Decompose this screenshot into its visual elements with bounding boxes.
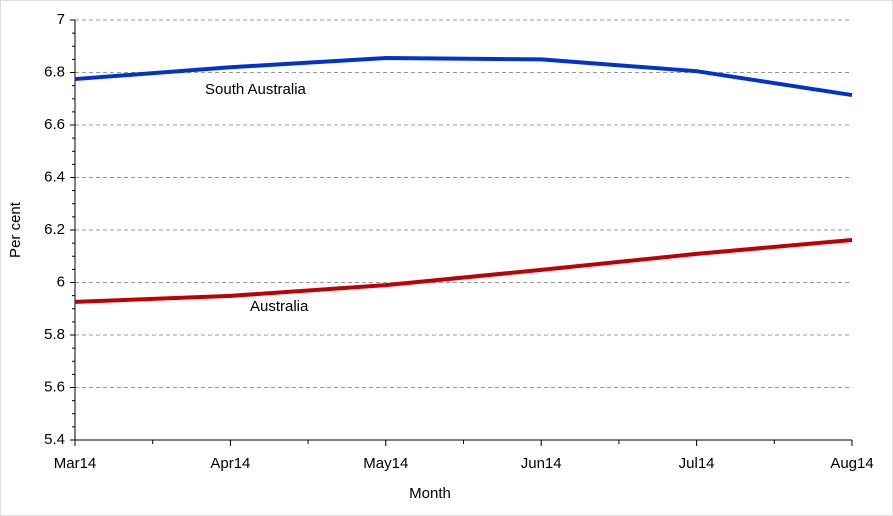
y-tick-label: 7 bbox=[57, 11, 65, 28]
series-line bbox=[74, 237, 853, 304]
y-tick-label: 6.6 bbox=[44, 116, 65, 133]
y-tick-label: 5.4 bbox=[44, 431, 65, 448]
y-axis-title: Per cent bbox=[7, 201, 24, 258]
x-tick-label: Jul14 bbox=[679, 455, 715, 472]
x-tick-label: Apr14 bbox=[210, 455, 250, 472]
y-tick-label: 6 bbox=[57, 273, 65, 290]
x-tick-label: Aug14 bbox=[830, 455, 873, 472]
series-label: Australia bbox=[250, 298, 309, 315]
y-tick-label: 6.4 bbox=[44, 168, 65, 185]
y-tick-label: 6.2 bbox=[44, 221, 65, 238]
series-label: South Australia bbox=[205, 81, 307, 98]
y-tick-label: 5.8 bbox=[44, 326, 65, 343]
y-tick-label: 6.8 bbox=[44, 63, 65, 80]
x-tick-label: Mar14 bbox=[54, 455, 97, 472]
x-axis-title: Month bbox=[409, 485, 451, 502]
series-line bbox=[74, 56, 853, 98]
x-tick-label: May14 bbox=[363, 455, 408, 472]
x-tick-label: Jun14 bbox=[521, 455, 562, 472]
y-tick-label: 5.6 bbox=[44, 378, 65, 395]
